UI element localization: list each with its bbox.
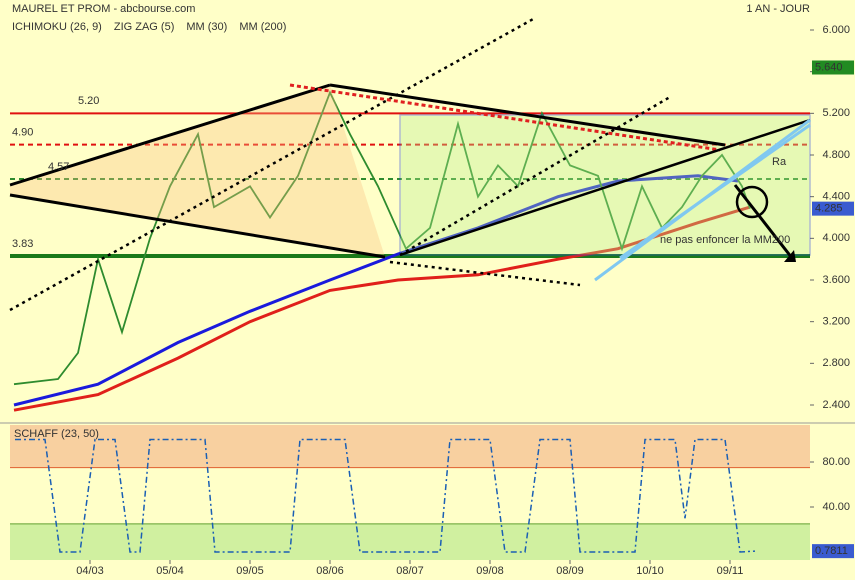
- level-label: 4.57: [48, 161, 69, 173]
- y-tick-label: 3.600: [822, 274, 850, 286]
- trend-line: [329, 83, 726, 147]
- y-tick-label: 2.400: [822, 399, 850, 411]
- x-tick-label: 09/11: [717, 565, 744, 577]
- wedge-area: [10, 85, 385, 257]
- trend-line: [399, 118, 811, 257]
- trend-line: [619, 123, 811, 260]
- y-tick-label: 6.000: [822, 24, 850, 36]
- last-value-box: [812, 544, 854, 559]
- high-box: [812, 60, 854, 75]
- level-label: 3.83: [12, 238, 33, 250]
- last-value-box: [812, 201, 854, 216]
- y-tick-label: 2.800: [822, 357, 850, 369]
- annotation: ne pas enfoncer la MM200: [660, 234, 790, 246]
- trend-line: [9, 83, 331, 187]
- last-value: 0.7811: [815, 545, 848, 557]
- trend-line: [9, 193, 386, 259]
- oversold-zone: [10, 523, 810, 560]
- level-label: 4.90: [12, 126, 33, 138]
- price-line: [15, 438, 756, 553]
- circle-mark: [735, 185, 769, 219]
- annotation: Ra: [772, 156, 787, 168]
- overbought-zone: [10, 425, 810, 468]
- y-tick-label: 4.400: [822, 191, 850, 203]
- x-tick-label: 10/10: [636, 565, 664, 577]
- legend-entry: MM (30): [186, 21, 227, 33]
- subtitle: 1 AN - JOUR: [746, 3, 810, 15]
- data-layer: 2.4002.8003.2003.6004.0004.4004.8005.200…: [0, 24, 855, 577]
- trend-line: [9, 16, 536, 312]
- indicator-label: ICHIMOKU (26, 9): [12, 21, 102, 33]
- y-tick-label: 80.00: [822, 456, 850, 468]
- arrow: [733, 184, 794, 259]
- panel-title: SCHAFF (23, 50): [14, 428, 99, 440]
- trend-line: [399, 95, 671, 257]
- y-tick-label: 5.200: [822, 107, 850, 119]
- ma-line: [13, 174, 739, 407]
- x-tick-label: 09/08: [476, 565, 504, 577]
- x-tick-label: 08/06: [316, 565, 344, 577]
- x-tick-label: 08/07: [396, 565, 424, 577]
- y-tick-label: 3.200: [822, 316, 850, 328]
- last-value: 4.285: [815, 203, 843, 215]
- indicator-label: ZIG ZAG (5): [114, 21, 175, 33]
- x-tick-label: 04/03: [76, 565, 104, 577]
- price-line: [13, 90, 751, 386]
- high-label: 5.640: [815, 61, 843, 73]
- legend-entry: MM (200): [239, 21, 286, 33]
- y-tick-label: 4.000: [822, 232, 850, 244]
- x-tick-label: 09/05: [236, 565, 264, 577]
- level-label: 5.20: [78, 95, 99, 107]
- drawings: [9, 16, 811, 312]
- y-tick-label: 40.00: [822, 501, 850, 513]
- x-tick-label: 05/04: [156, 565, 184, 577]
- y-tick-label: 4.800: [822, 149, 850, 161]
- title: MAUREL ET PROM - abcbourse.com: [12, 3, 195, 15]
- x-tick-label: 08/09: [556, 565, 584, 577]
- arrow-head: [784, 250, 796, 262]
- trend-line: [289, 83, 721, 152]
